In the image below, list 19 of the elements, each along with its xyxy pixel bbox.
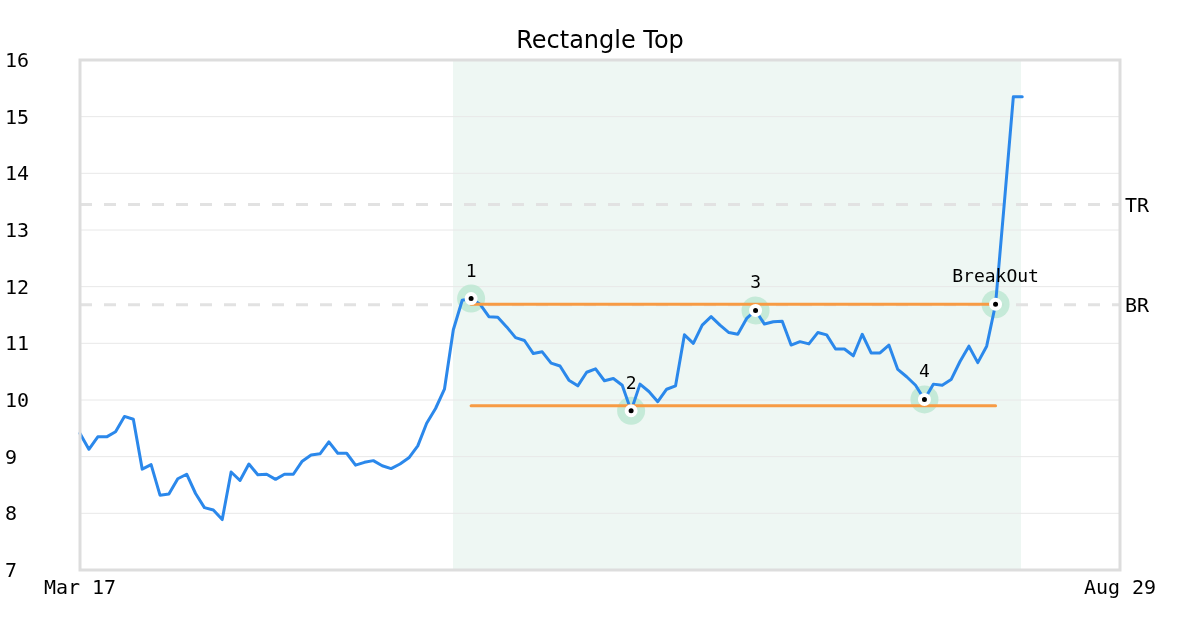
y-tick-label: 11 xyxy=(5,331,30,356)
y-tick-label: 14 xyxy=(5,161,30,186)
y-tick-label: 12 xyxy=(5,274,30,299)
ref-line-label: BR xyxy=(1125,292,1151,317)
y-tick-label: 9 xyxy=(5,444,18,469)
annotation: 4 xyxy=(919,360,930,382)
y-tick-label: 16 xyxy=(5,48,30,72)
chart-title: Rectangle Top xyxy=(516,26,684,54)
y-tick-label: 8 xyxy=(5,501,18,526)
y-tick-label: 10 xyxy=(5,388,30,412)
annotation: 1 xyxy=(465,259,477,281)
y-tick-label: 15 xyxy=(5,104,30,129)
annotation: 3 xyxy=(750,271,761,293)
x-tick-label: Mar 17 xyxy=(43,575,117,599)
ref-line-label: TR xyxy=(1125,192,1151,217)
x-tick-label: Aug 29 xyxy=(1083,575,1157,599)
y-tick-label: 7 xyxy=(5,558,18,582)
annotation: 2 xyxy=(625,371,637,393)
y-tick-label: 13 xyxy=(5,218,30,242)
